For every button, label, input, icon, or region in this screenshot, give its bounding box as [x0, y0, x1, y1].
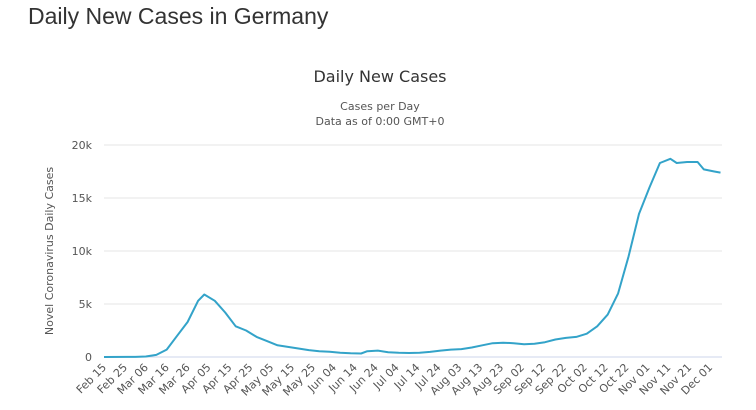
chart-subtitle-1: Cases per Day — [340, 100, 420, 113]
chart-title: Daily New Cases — [313, 67, 446, 86]
y-tick-label: 10k — [72, 245, 93, 258]
y-tick-label: 5k — [79, 298, 93, 311]
y-tick-label: 15k — [72, 192, 93, 205]
y-tick-label: 20k — [72, 139, 93, 152]
y-axis-label: Novel Coronavirus Daily Cases — [43, 167, 56, 335]
y-tick-label: 0 — [85, 351, 92, 364]
page-title: Daily New Cases in Germany — [28, 3, 329, 29]
series-line — [103, 157, 721, 358]
chart-subtitle-2: Data as of 0:00 GMT+0 — [316, 115, 445, 128]
